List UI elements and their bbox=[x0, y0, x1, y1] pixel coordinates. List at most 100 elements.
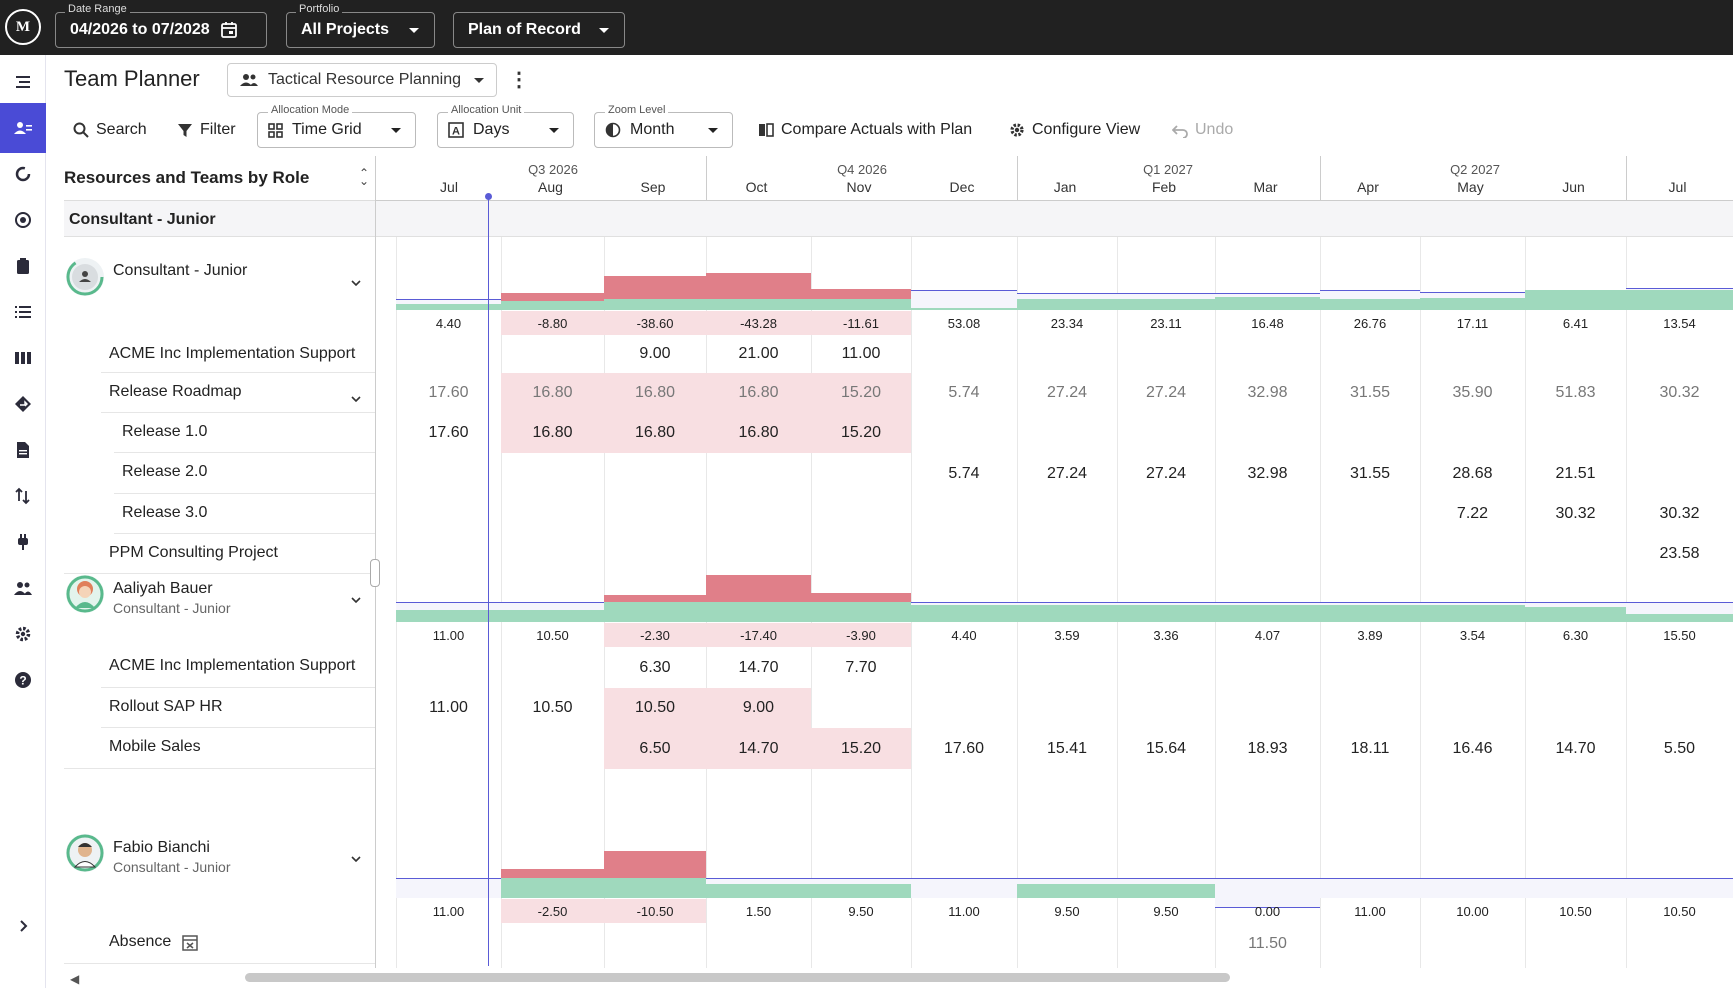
allocation-cell[interactable]: 15.20 bbox=[811, 373, 911, 413]
sidebar-item-sort[interactable] bbox=[0, 471, 46, 521]
allocation-cell[interactable]: 21.00 bbox=[738, 345, 779, 362]
allocation-cell[interactable]: 5.74 bbox=[948, 464, 980, 482]
zoom-level-select[interactable]: Zoom Level Month bbox=[594, 104, 733, 148]
allocation-cell[interactable]: 16.80 bbox=[604, 413, 706, 453]
allocation-cell[interactable]: 17.60 bbox=[943, 739, 985, 757]
allocation-cell[interactable] bbox=[1320, 413, 1420, 453]
group-row[interactable]: Consultant - Junior bbox=[64, 201, 1733, 237]
allocation-cell[interactable]: 30.32 bbox=[1555, 505, 1596, 522]
allocation-row-label[interactable]: ACME Inc Implementation Support bbox=[109, 345, 356, 362]
allocation-cell[interactable] bbox=[604, 534, 706, 574]
allocation-cell[interactable] bbox=[501, 647, 604, 688]
allocation-cell[interactable] bbox=[706, 494, 811, 534]
allocation-cell[interactable]: 7.70 bbox=[845, 658, 877, 676]
allocation-cell[interactable] bbox=[501, 453, 604, 494]
allocation-cell[interactable] bbox=[1525, 647, 1626, 688]
allocation-cell[interactable]: 35.90 bbox=[1452, 384, 1493, 401]
allocation-cell[interactable] bbox=[396, 335, 501, 373]
allocation-cell[interactable]: 51.83 bbox=[1555, 384, 1596, 401]
sidebar-item-help[interactable]: ? bbox=[0, 655, 46, 705]
allocation-cell[interactable] bbox=[1420, 335, 1525, 373]
allocation-cell[interactable] bbox=[911, 335, 1017, 373]
allocation-row-label[interactable]: Release 1.0 bbox=[122, 423, 208, 440]
compare-actuals-button[interactable]: Compare Actuals with Plan bbox=[758, 112, 972, 148]
allocation-cell[interactable] bbox=[1117, 647, 1215, 688]
app-logo[interactable]: M bbox=[5, 9, 41, 45]
allocation-cell[interactable] bbox=[911, 534, 1017, 574]
allocation-cell[interactable] bbox=[396, 453, 501, 494]
allocation-cell[interactable] bbox=[1017, 534, 1117, 574]
chevron-down-icon[interactable] bbox=[351, 273, 361, 287]
allocation-row-label[interactable]: Mobile Sales bbox=[109, 738, 201, 755]
allocation-cell[interactable] bbox=[1017, 647, 1117, 688]
resource-name[interactable]: Fabio Bianchi bbox=[113, 839, 210, 856]
allocation-cell[interactable] bbox=[501, 494, 604, 534]
date-range-picker[interactable]: Date Range 04/2026 to 07/2028 bbox=[55, 3, 267, 48]
allocation-cell[interactable] bbox=[1117, 494, 1215, 534]
configure-view-button[interactable]: Configure View bbox=[1009, 112, 1140, 148]
allocation-cell[interactable]: 11.50 bbox=[1248, 934, 1287, 952]
horizontal-scrollbar[interactable] bbox=[245, 973, 1230, 982]
allocation-cell[interactable] bbox=[911, 413, 1017, 453]
allocation-cell[interactable]: 10.50 bbox=[532, 699, 573, 716]
sidebar-item-settings[interactable] bbox=[0, 609, 46, 659]
allocation-cell[interactable]: 15.20 bbox=[811, 728, 911, 769]
allocation-cell[interactable] bbox=[1420, 688, 1525, 728]
allocation-cell[interactable]: 27.24 bbox=[1046, 464, 1088, 482]
allocation-cell[interactable] bbox=[1215, 494, 1320, 534]
allocation-cell[interactable] bbox=[1017, 413, 1117, 453]
allocation-cell[interactable] bbox=[1320, 923, 1420, 964]
chevron-down-icon[interactable] bbox=[351, 389, 361, 403]
allocation-cell[interactable]: 27.24 bbox=[1145, 384, 1187, 401]
allocation-cell[interactable] bbox=[811, 453, 911, 494]
allocation-cell[interactable] bbox=[1117, 534, 1215, 574]
sidebar-item-refresh[interactable] bbox=[0, 149, 46, 199]
allocation-cell[interactable] bbox=[396, 494, 501, 534]
allocation-cell[interactable] bbox=[811, 688, 911, 728]
allocation-cell[interactable]: 32.98 bbox=[1247, 384, 1288, 401]
sidebar-item-clipboard[interactable] bbox=[0, 241, 46, 291]
sidebar-item-expand[interactable] bbox=[0, 901, 46, 951]
allocation-cell[interactable] bbox=[1017, 335, 1117, 373]
allocation-row-label[interactable]: PPM Consulting Project bbox=[109, 544, 278, 561]
allocation-cell[interactable] bbox=[1320, 647, 1420, 688]
allocation-row-label[interactable]: Release 2.0 bbox=[122, 463, 208, 480]
allocation-cell[interactable] bbox=[1320, 688, 1420, 728]
allocation-cell[interactable]: 6.50 bbox=[604, 728, 706, 769]
allocation-cell[interactable] bbox=[1320, 494, 1420, 534]
allocation-cell[interactable] bbox=[1320, 534, 1420, 574]
allocation-row-label[interactable]: Release 3.0 bbox=[122, 504, 208, 521]
allocation-cell[interactable] bbox=[501, 728, 604, 769]
allocation-cell[interactable] bbox=[1017, 923, 1117, 964]
allocation-cell[interactable] bbox=[501, 534, 604, 574]
allocation-cell[interactable] bbox=[396, 647, 501, 688]
allocation-cell[interactable] bbox=[1420, 413, 1525, 453]
undo-button[interactable]: Undo bbox=[1172, 112, 1233, 148]
allocation-cell[interactable] bbox=[396, 923, 501, 964]
allocation-cell[interactable] bbox=[911, 647, 1017, 688]
allocation-cell[interactable]: 30.32 bbox=[1659, 505, 1700, 522]
allocation-cell[interactable] bbox=[1420, 534, 1525, 574]
sidebar-item-plug[interactable] bbox=[0, 517, 46, 567]
allocation-cell[interactable]: 32.98 bbox=[1247, 464, 1288, 482]
allocation-cell[interactable]: 27.24 bbox=[1046, 384, 1088, 401]
allocation-cell[interactable]: 27.24 bbox=[1145, 464, 1187, 482]
allocation-cell[interactable] bbox=[396, 534, 501, 574]
allocation-cell[interactable] bbox=[706, 923, 811, 964]
allocation-cell[interactable]: 10.50 bbox=[604, 688, 706, 728]
allocation-cell[interactable] bbox=[1420, 647, 1525, 688]
allocation-cell[interactable] bbox=[1017, 494, 1117, 534]
allocation-cell[interactable]: 14.70 bbox=[706, 728, 811, 769]
allocation-cell[interactable] bbox=[501, 335, 604, 373]
allocation-cell[interactable] bbox=[911, 688, 1017, 728]
allocation-cell[interactable]: 16.80 bbox=[706, 373, 811, 413]
allocation-cell[interactable]: 11.00 bbox=[841, 345, 881, 362]
sidebar-item-list[interactable] bbox=[0, 287, 46, 337]
allocation-cell[interactable]: 9.00 bbox=[706, 688, 811, 728]
allocation-cell[interactable]: 5.74 bbox=[948, 384, 980, 401]
allocation-cell[interactable] bbox=[1215, 647, 1320, 688]
allocation-cell[interactable]: 18.11 bbox=[1350, 739, 1390, 757]
allocation-cell[interactable] bbox=[1215, 534, 1320, 574]
allocation-cell[interactable] bbox=[1626, 647, 1733, 688]
allocation-cell[interactable] bbox=[1525, 923, 1626, 964]
